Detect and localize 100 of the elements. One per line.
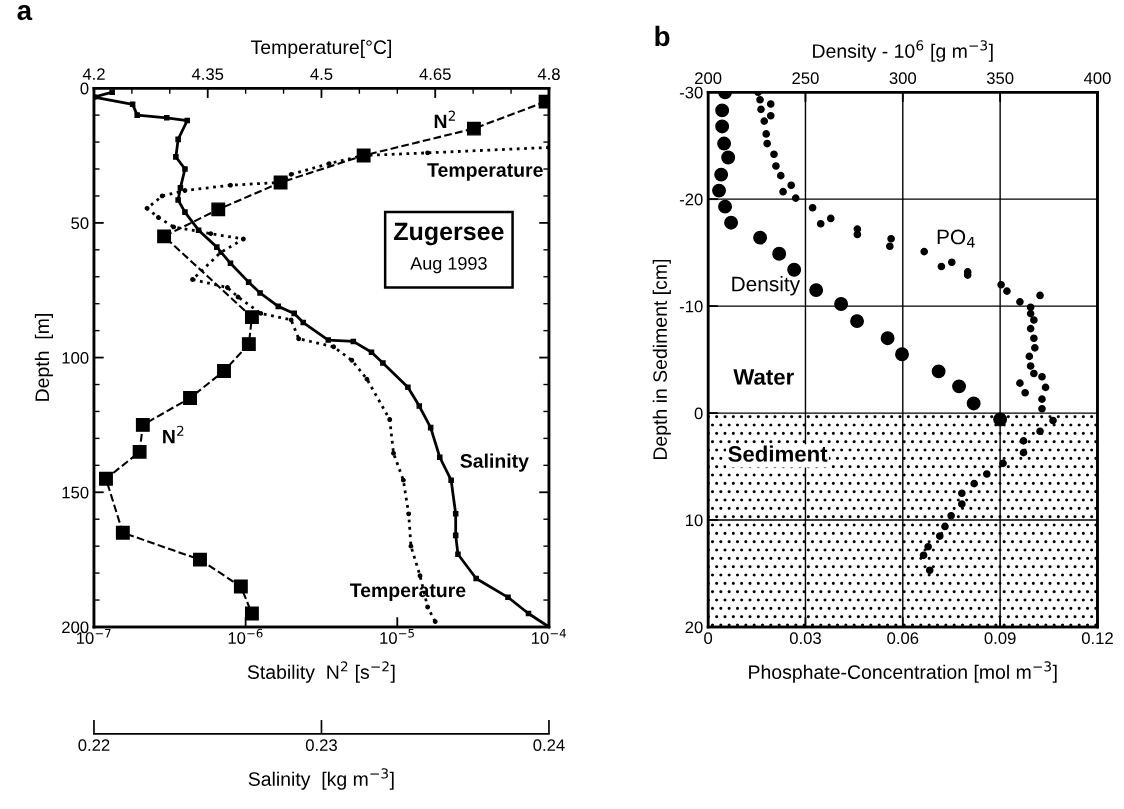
- point: [1038, 372, 1046, 381]
- point: [920, 247, 929, 256]
- point: [1030, 316, 1038, 324]
- point: [1031, 344, 1039, 352]
- point: [766, 111, 775, 120]
- point: [245, 279, 252, 285]
- point: [177, 185, 184, 191]
- point: [1036, 427, 1044, 436]
- x2-axis-title: Density - 10$^{6}$ [g m$^{−3}$]: [813, 40, 993, 62]
- point: [1030, 334, 1038, 343]
- point: [173, 154, 179, 160]
- point: [452, 511, 459, 517]
- y-tick-label: 50: [71, 217, 89, 230]
- x-axis-title: Stability N$^{2}$ [s$^{−2}$]: [247, 661, 395, 683]
- x-tick-label: 0.12: [1081, 632, 1113, 645]
- point: [826, 214, 835, 223]
- point: [175, 136, 181, 143]
- point: [175, 197, 181, 203]
- point: [947, 258, 956, 267]
- point: [770, 150, 778, 159]
- x2-tick-label: 4.8: [537, 68, 560, 81]
- point: [1036, 291, 1044, 300]
- y-tick-label: -20: [679, 193, 703, 206]
- x-tick-label: 10$^{−5}$: [380, 628, 414, 644]
- point: [134, 112, 140, 118]
- point: [756, 95, 764, 104]
- point: [182, 209, 188, 215]
- point: [436, 454, 443, 461]
- point: [779, 187, 787, 196]
- point: [182, 166, 188, 172]
- point: [368, 349, 375, 355]
- x2-tick-label: 400: [1083, 72, 1111, 85]
- point: [257, 290, 263, 296]
- point: [416, 403, 423, 409]
- point: [808, 203, 817, 212]
- x-tick-label: 0.23: [305, 739, 337, 752]
- x-tick-label: 0.24: [533, 739, 565, 752]
- point: [958, 489, 966, 498]
- point: [1026, 303, 1035, 312]
- annotation: Aug 1993: [410, 256, 487, 274]
- point: [1026, 309, 1035, 318]
- point: [380, 360, 386, 366]
- point: [195, 227, 202, 233]
- point: [1026, 324, 1035, 333]
- point: [325, 337, 332, 343]
- point: [999, 459, 1007, 468]
- x2-tick-label: 4.35: [191, 68, 224, 81]
- band-label: Sediment: [728, 445, 828, 462]
- annotation: Temperature: [427, 163, 543, 181]
- x2-tick-label: 250: [792, 72, 819, 85]
- chart-title: a: [17, 4, 33, 21]
- point: [763, 139, 771, 148]
- x-tick-label: 10$^{−4}$: [531, 628, 566, 644]
- y-axis-title: Depth in Sediment [cm]: [652, 259, 671, 460]
- point: [505, 594, 511, 601]
- point: [275, 303, 282, 310]
- point: [997, 280, 1005, 289]
- point: [791, 194, 800, 202]
- chart-title: b: [655, 25, 670, 47]
- x2-tick-label: 200: [695, 72, 722, 85]
- point: [455, 551, 461, 558]
- x-tick-label: 0.09: [984, 632, 1016, 645]
- annotation: N$^{2}$: [434, 110, 455, 129]
- x-axis-title: Salinity [kg m$^{−3}$]: [248, 768, 394, 790]
- y-tick-label: -30: [679, 86, 703, 99]
- x-tick-label: 0: [704, 632, 713, 645]
- point: [1026, 362, 1035, 370]
- point: [760, 117, 769, 125]
- point: [776, 171, 785, 180]
- point: [766, 100, 775, 108]
- point: [1019, 448, 1028, 457]
- y-tick-label: 100: [62, 351, 89, 364]
- y-tick-label: 10: [685, 514, 703, 527]
- y-tick-label: 20: [685, 621, 703, 634]
- point: [1016, 298, 1024, 306]
- annotation: Density: [732, 276, 801, 296]
- point: [947, 511, 955, 520]
- point: [1021, 388, 1029, 397]
- x2-tick-label: 4.65: [419, 68, 451, 81]
- annotation: N$^{2}$: [163, 425, 184, 444]
- point: [887, 234, 895, 243]
- point: [1038, 395, 1046, 403]
- point: [925, 566, 934, 575]
- point: [1003, 287, 1011, 295]
- x2-tick-label: 300: [889, 72, 917, 85]
- point: [757, 105, 765, 114]
- x2-tick-label: 4.5: [310, 68, 333, 81]
- point: [291, 310, 297, 317]
- point: [405, 384, 411, 390]
- point: [919, 551, 928, 560]
- annotation: Zugersee: [394, 222, 504, 246]
- x2-tick-label: 4.2: [82, 68, 105, 80]
- point: [1016, 379, 1024, 387]
- point: [787, 181, 796, 190]
- point: [941, 522, 949, 531]
- point: [448, 477, 454, 483]
- point: [1038, 404, 1046, 413]
- y-tick-label: 0: [694, 407, 703, 420]
- x-axis-title: Phosphate-Concentration [mol m$^{−3}$]: [749, 661, 1057, 683]
- x2-axis-title: Temperature[°C]: [251, 39, 391, 58]
